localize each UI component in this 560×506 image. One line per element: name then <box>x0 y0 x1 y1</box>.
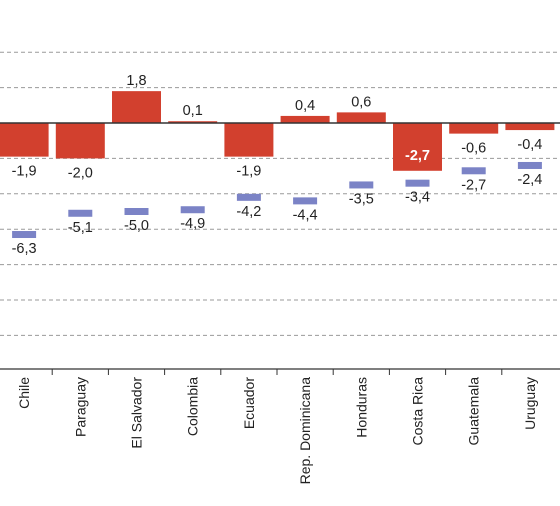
bar <box>393 123 442 171</box>
marker-value-label: -4,4 <box>293 207 318 223</box>
bar <box>224 123 274 157</box>
marker-value-label: -2,7 <box>461 177 486 193</box>
category-label: Paraguay <box>72 377 88 437</box>
category-label: Ecuador <box>241 377 257 429</box>
bar-value-label: 1,8 <box>126 73 146 89</box>
bar-value-label: -2,7 <box>405 148 430 164</box>
marker-value-label: -4,2 <box>236 204 261 220</box>
category-label: Chile <box>16 377 32 409</box>
bar-value-label: 0,1 <box>183 103 203 119</box>
marker-value-label: -3,5 <box>349 191 374 207</box>
bar <box>0 123 49 157</box>
bar <box>336 112 386 123</box>
bar-value-label: -0,4 <box>517 137 542 153</box>
marker <box>517 161 542 169</box>
marker-value-label: -3,4 <box>405 190 430 206</box>
marker <box>12 231 37 239</box>
bar-value-label: 0,6 <box>351 94 371 110</box>
category-label: Guatemala <box>466 377 482 446</box>
marker <box>68 209 93 217</box>
marker <box>349 181 374 189</box>
marker <box>405 179 430 187</box>
marker-value-label: -5,0 <box>124 218 149 234</box>
category-label: Rep. Dominicana <box>297 377 313 485</box>
bar <box>112 91 161 123</box>
category-label: Uruguay <box>522 377 538 430</box>
marker-value-label: -4,9 <box>180 216 205 232</box>
category-label: Honduras <box>353 377 369 438</box>
marker-value-label: -6,3 <box>12 241 37 257</box>
bar-value-label: -1,9 <box>236 164 261 180</box>
marker <box>236 193 261 201</box>
bar <box>280 115 330 123</box>
bar <box>505 123 555 131</box>
bar-value-label: -1,9 <box>12 164 37 180</box>
bar <box>55 123 105 159</box>
bar-value-label: 0,4 <box>295 98 315 114</box>
bar <box>168 121 218 123</box>
bar-value-label: -2,0 <box>68 165 93 181</box>
gridlines <box>0 51 560 336</box>
category-label: El Salvador <box>129 377 145 449</box>
bar-series <box>0 91 555 171</box>
marker-value-label: -5,1 <box>68 220 93 236</box>
marker-series <box>12 161 542 239</box>
marker-value-label: -2,4 <box>517 172 542 188</box>
data-labels: -1,9 -6,3 -2,0 -5,1 1,8 -5,0 0,1 -4,9 -1,9 -4,2 0,… <box>12 73 543 257</box>
bar-value-label: -0,6 <box>461 141 486 157</box>
marker <box>124 208 149 215</box>
category-label: Colombia <box>185 377 201 436</box>
marker <box>180 206 205 214</box>
marker <box>461 167 486 175</box>
category-labels: Chile Paraguay El Salvador Colombia Ecuador R… <box>16 369 538 484</box>
marker <box>293 197 318 205</box>
bar <box>449 123 499 134</box>
category-label: Costa Rica <box>410 377 426 446</box>
